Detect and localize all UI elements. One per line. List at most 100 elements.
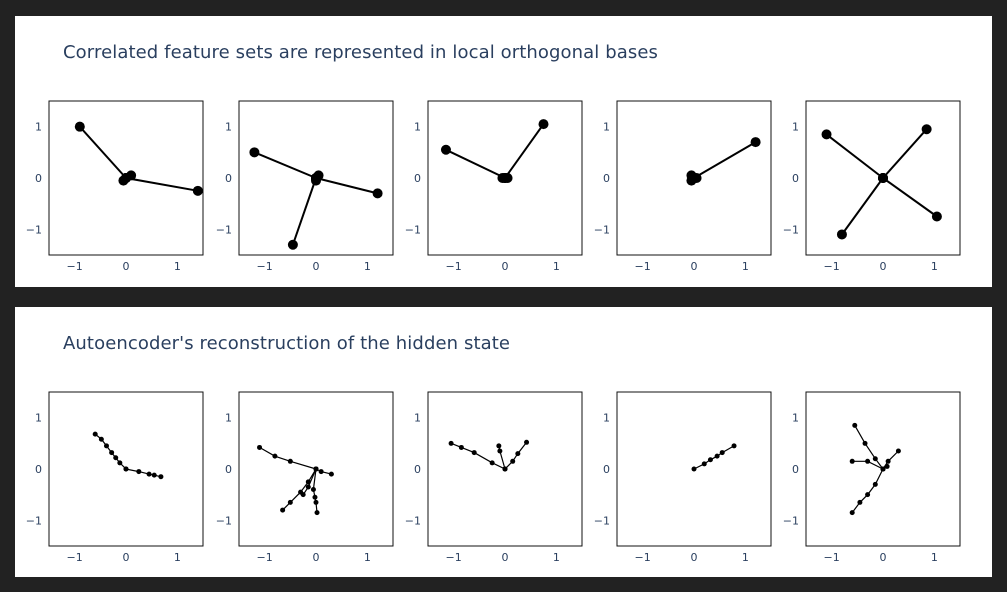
data-point [701,461,707,467]
subplot-2: −1 0 1 −1 0 1 [216,391,394,564]
y-tick-label: −1 [216,223,232,236]
data-point [502,466,508,472]
x-tick-label: 0 [502,551,509,564]
data-point [849,458,855,464]
series-line [693,141,757,179]
data-point [92,431,98,437]
data-point [458,444,464,450]
data-point [872,456,878,462]
data-point [515,451,521,457]
data-point [849,510,855,516]
y-tick-label: −1 [26,223,42,236]
data-point [440,144,451,155]
y-tick-label: −1 [405,223,421,236]
data-point [192,185,203,196]
y-tick-label: −1 [405,514,421,527]
data-point [857,499,863,505]
series-line [882,177,938,218]
data-point [113,455,119,461]
data-point [272,453,278,459]
data-point [257,444,263,450]
x-tick-label: −1 [257,260,273,273]
x-tick-label: 1 [364,551,371,564]
x-tick-label: 0 [880,551,887,564]
data-point [109,450,115,456]
x-tick-label: 1 [174,551,181,564]
x-tick-label: −1 [635,260,651,273]
x-tick-label: −1 [446,260,462,273]
x-tick-label: 0 [691,260,698,273]
data-point [731,443,737,449]
data-point [502,173,513,183]
y-tick-label: 1 [35,121,42,134]
data-point [719,450,725,456]
data-point [878,173,888,183]
y-tick-label: 1 [35,412,42,425]
y-tick-label: 1 [792,412,799,425]
data-point [311,175,321,186]
series-line [315,177,378,195]
subplot-3: −1 0 1 −1 0 1 [405,100,583,273]
y-tick-label: 0 [414,463,421,476]
series-line [504,123,545,179]
data-point [865,492,871,498]
y-tick-label: 1 [225,121,232,134]
x-tick-label: 1 [174,260,181,273]
x-tick-label: 1 [553,551,560,564]
y-tick-label: 0 [792,172,799,185]
data-point [287,239,298,250]
data-point [880,466,886,472]
y-tick-label: 0 [35,172,42,185]
figure-title: Autoencoder's reconstruction of the hidd… [63,333,511,354]
data-point [74,121,85,132]
y-tick-label: 1 [414,121,421,134]
data-point [471,450,477,456]
data-point [310,487,316,493]
data-point [103,443,109,449]
data-point [118,175,129,186]
x-tick-label: −1 [67,551,83,564]
data-point [497,448,503,454]
y-tick-label: 0 [225,463,232,476]
bottom-figure-panel: Autoencoder's reconstruction of the hidd… [15,307,992,577]
y-tick-label: −1 [783,223,799,236]
data-point [312,494,318,500]
data-point [884,463,890,469]
x-tick-label: −1 [824,551,840,564]
data-point [872,481,878,487]
data-point [117,460,123,466]
y-tick-label: 1 [603,121,610,134]
subplot-5: −1 0 1 −1 0 1 [783,100,961,273]
subplot-1: −1 0 1 −1 0 1 [26,391,204,564]
series-line [125,177,199,192]
top-figure-panel: Correlated feature sets are represented … [15,16,992,287]
data-point [287,458,293,464]
y-tick-label: 1 [603,412,610,425]
subplot-4: −1 0 1 −1 0 1 [594,391,772,564]
subplot-3: −1 0 1 −1 0 1 [405,391,583,564]
data-point [136,469,142,475]
x-tick-label: 1 [742,551,749,564]
data-point [328,471,334,477]
data-point [313,499,319,505]
x-tick-label: 0 [691,551,698,564]
y-tick-label: 1 [225,412,232,425]
top-subplots: −1 0 1 −1 0 1 −1 0 1 −1 0 1 −1 0 1 −1 0 1 −1 0 1 −1 0 1 −1 0 1 −1 0 1 [26,100,961,273]
x-tick-label: −1 [446,551,462,564]
y-tick-label: 1 [414,412,421,425]
data-point [821,129,832,140]
subplot-1: −1 0 1 −1 0 1 [26,100,204,273]
x-tick-label: −1 [824,260,840,273]
subplot-4: −1 0 1 −1 0 1 [594,100,772,273]
data-point [862,440,868,446]
x-tick-label: 0 [313,260,320,273]
data-point [686,175,697,186]
x-tick-label: 0 [880,260,887,273]
data-point [158,474,164,480]
data-point [280,507,286,513]
series-line [259,446,317,470]
bottom-subplots: −1 0 1 −1 0 1 −1 0 1 −1 0 1 −1 0 1 −1 0 1 −1 0 1 −1 0 1 −1 0 1 −1 0 1 [26,391,961,564]
y-tick-label: 0 [414,172,421,185]
data-point [750,137,761,148]
data-point [524,439,530,445]
